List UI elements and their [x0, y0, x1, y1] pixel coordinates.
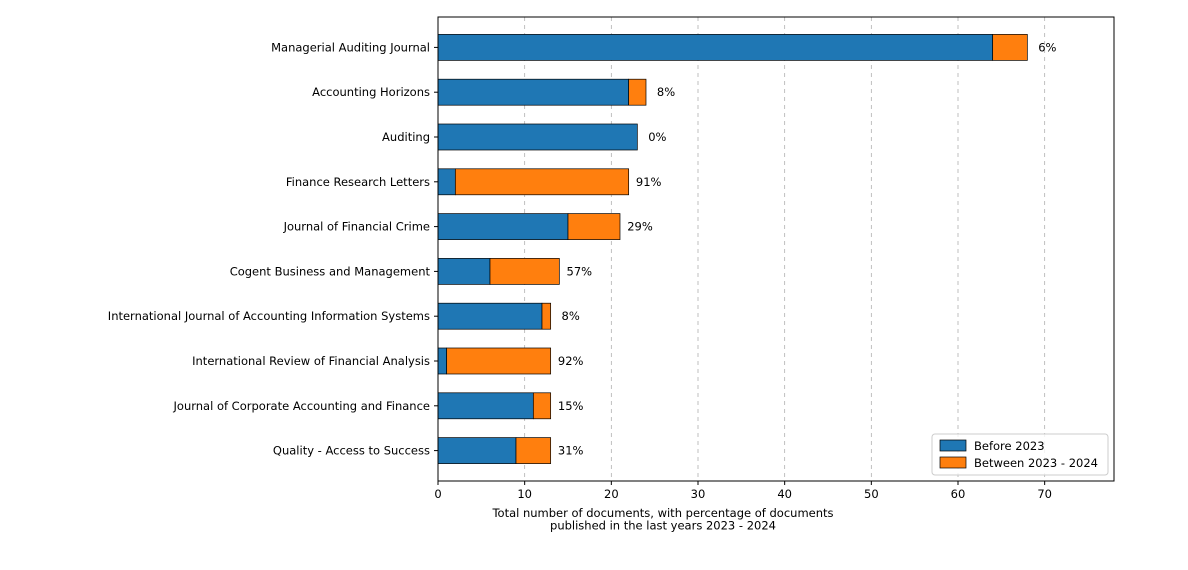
legend-label: Before 2023: [974, 439, 1045, 453]
data-label: 8%: [657, 85, 675, 99]
x-tick-label: 50: [864, 487, 879, 501]
bars: [437, 34, 1028, 464]
x-tick-label: 60: [951, 487, 966, 501]
data-label: 6%: [1038, 40, 1056, 54]
legend-box: [931, 433, 1109, 476]
y-tick-label: Cogent Business and Management: [230, 264, 431, 278]
data-label: 91%: [636, 175, 662, 189]
bar-segment: [541, 302, 552, 330]
x-tick-label: 40: [777, 487, 792, 501]
legend: Before 2023 Between 2023 - 2024: [931, 433, 1109, 476]
bar-segment: [437, 347, 448, 375]
data-label: 8%: [562, 309, 580, 323]
y-tick-label: Auditing: [382, 130, 430, 144]
bar-segment: [628, 78, 647, 106]
data-labels: 6% 8% 0% 91% 29% 57% 8% 92% 15% 31%: [558, 40, 1057, 457]
y-tick-label: International Review of Financial Analys…: [192, 354, 430, 368]
bar-segment: [437, 78, 630, 106]
bar-segment: [489, 258, 560, 285]
bar-segment: [532, 392, 552, 420]
x-tick-label: 70: [1037, 487, 1052, 501]
bar-segment: [515, 437, 552, 464]
bar-segment: [437, 258, 491, 285]
x-tick-label: 0: [434, 487, 441, 501]
gridlines: [524, 17, 1046, 481]
y-axis: Managerial Auditing Journal Accounting Ho…: [108, 40, 438, 458]
legend-swatch: [939, 456, 967, 469]
x-tick-label: 20: [604, 487, 619, 501]
x-axis-label: Total number of documents, with percenta…: [491, 506, 833, 533]
data-label: 31%: [558, 444, 584, 458]
bar-segment: [437, 123, 638, 151]
bar-segment: [454, 168, 630, 196]
data-label: 15%: [558, 399, 584, 413]
x-axis: 0 10 20 30 40 50 60 70: [434, 481, 1052, 501]
x-axis-label-line: published in the last years 2023 - 2024: [550, 519, 776, 533]
y-tick-label: International Journal of Accounting Info…: [108, 309, 430, 323]
y-tick-label: Quality - Access to Success: [273, 444, 430, 458]
bar-segment: [437, 302, 543, 330]
bar-segment: [446, 347, 552, 375]
data-label: 92%: [558, 354, 584, 368]
bar-segment: [437, 213, 569, 240]
x-axis-label-line: Total number of documents, with percenta…: [491, 506, 833, 520]
bar-segment: [437, 437, 517, 464]
y-tick-label: Journal of Corporate Accounting and Fina…: [173, 399, 430, 413]
y-tick-label: Journal of Financial Crime: [283, 220, 430, 234]
bar-segment: [567, 213, 621, 240]
y-tick-label: Managerial Auditing Journal: [271, 40, 430, 54]
bar-segment: [437, 168, 456, 196]
data-label: 0%: [648, 130, 666, 144]
bar-segment: [992, 34, 1028, 61]
legend-swatch: [939, 439, 967, 452]
bar-segment: [437, 34, 994, 61]
x-axis-label-text: Total number of documents, with percenta…: [491, 506, 833, 533]
bar-segment: [437, 392, 534, 420]
legend-label: Between 2023 - 2024: [974, 456, 1098, 470]
data-label: 29%: [627, 220, 653, 234]
data-label: 57%: [567, 264, 593, 278]
plot-frame: [437, 16, 1115, 482]
x-tick-label: 10: [517, 487, 532, 501]
y-tick-label: Accounting Horizons: [312, 85, 430, 99]
x-tick-label: 30: [691, 487, 706, 501]
y-tick-label: Finance Research Letters: [286, 175, 430, 189]
